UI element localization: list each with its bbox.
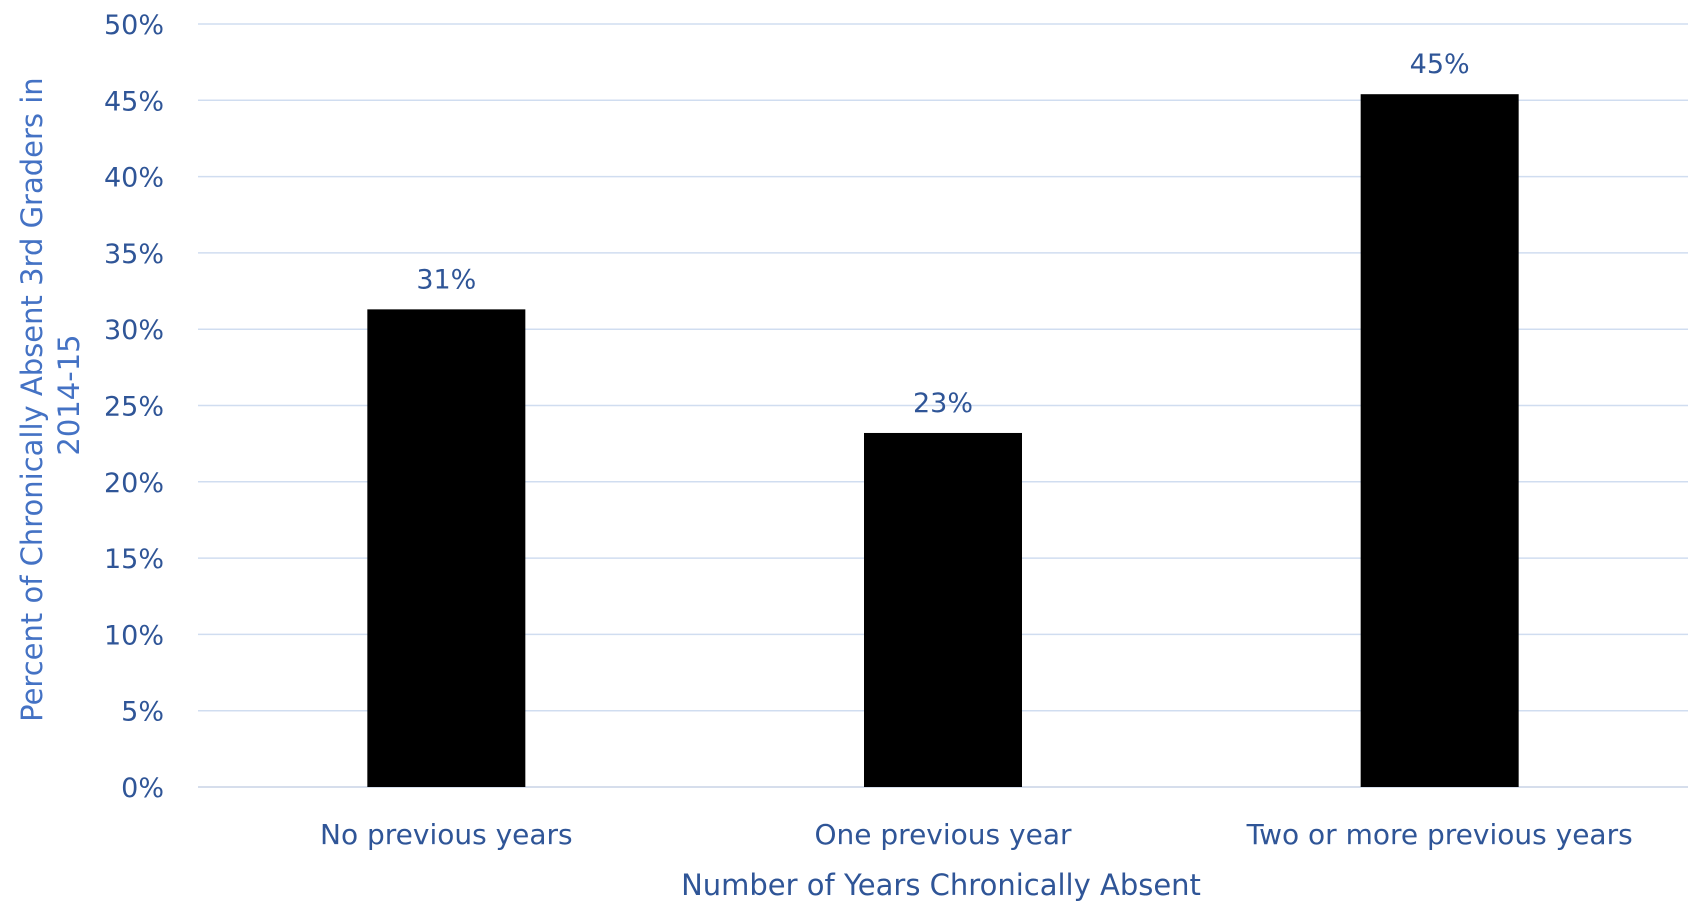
x-axis-categories: No previous years One previous year Two or… (320, 818, 1633, 851)
bars (367, 94, 1519, 788)
y-tick-label: 30% (104, 315, 164, 346)
bar (864, 432, 1022, 787)
y-axis-title: Percent of Chronically Absent 3rd Grader… (15, 68, 86, 722)
y-tick-label: 10% (104, 620, 164, 651)
y-tick-label: 0% (121, 773, 164, 804)
y-tick-label: 50% (104, 10, 164, 41)
x-category-label: Two or more previous years (1246, 818, 1633, 851)
y-tick-label: 40% (104, 163, 164, 194)
data-label: 23% (913, 388, 973, 419)
bar (367, 309, 526, 787)
x-category-label: One previous year (815, 818, 1072, 851)
data-label: 45% (1410, 49, 1470, 80)
y-tick-label: 25% (104, 392, 164, 423)
y-tick-label: 45% (104, 86, 164, 117)
x-axis-title: Number of Years Chronically Absent (681, 868, 1201, 902)
y-tick-label: 35% (104, 239, 164, 270)
data-label: 31% (416, 264, 476, 295)
y-axis-title-line-1: Percent of Chronically Absent 3rd Grader… (15, 77, 49, 722)
y-axis-ticks: 0% 5% 10% 15% 20% 25% 30% 35% 40% 45% 50% (104, 10, 164, 804)
y-tick-label: 5% (121, 697, 164, 728)
x-category-label: No previous years (320, 818, 573, 851)
y-axis-title-line-2: 2014-15 (52, 334, 86, 455)
y-tick-label: 20% (104, 468, 164, 499)
y-tick-label: 15% (104, 544, 164, 575)
bar (1360, 94, 1519, 788)
data-labels: 31% 23% 45% (416, 49, 1469, 419)
